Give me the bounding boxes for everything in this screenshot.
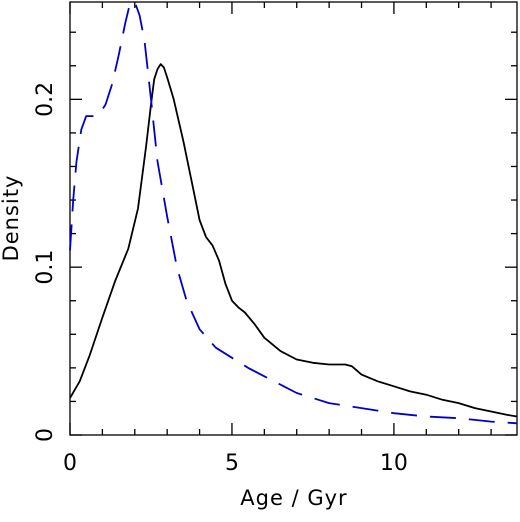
series-layer	[69, 1, 518, 425]
plot-frame	[69, 1, 518, 436]
y-tick-label: 0.1	[33, 250, 58, 285]
tick-labels: 0 5 10 0 0.1 0.2	[33, 82, 408, 476]
x-tick-label: 5	[225, 451, 239, 476]
y-tick-label: 0.2	[33, 82, 58, 117]
dashed-density-line	[69, 1, 518, 425]
y-tick-label: 0	[33, 428, 58, 442]
y-axis-label: Density	[0, 175, 23, 262]
x-tick-label: 10	[380, 451, 408, 476]
x-tick-label: 0	[63, 451, 77, 476]
x-axis-label: Age / Gyr	[240, 486, 347, 510]
axis-ticks	[69, 2, 517, 436]
solid-density-line	[69, 63, 518, 418]
